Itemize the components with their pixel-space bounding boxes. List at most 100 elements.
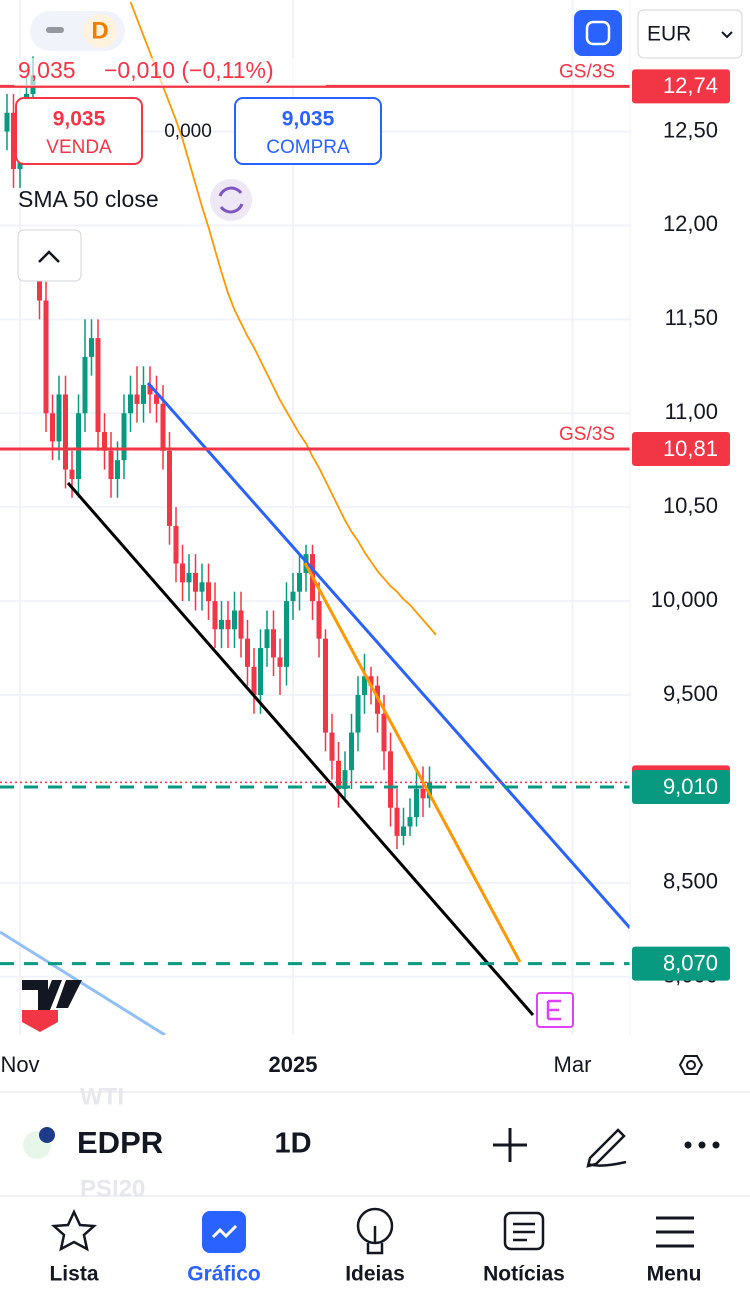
currency-select[interactable] <box>637 9 743 59</box>
candle-body <box>82 356 88 414</box>
price-label-bg <box>632 770 730 805</box>
sell-price: 9,035 <box>53 108 106 131</box>
candle-body <box>394 807 400 836</box>
candle-body <box>414 788 419 818</box>
more-dot[interactable] <box>712 1141 720 1149</box>
y-tick-label: 8,500 <box>663 869 718 894</box>
candle-body <box>43 300 49 414</box>
candle-body <box>89 338 94 357</box>
nav-label[interactable]: Lista <box>49 1263 98 1286</box>
axis-layer: 12,50 12,00 11,50 11,00 10,50 10,000 9,500 8,50… <box>0 0 718 1077</box>
price-change: −0,010 (−0,11%) <box>104 57 274 83</box>
candle-body <box>245 638 250 667</box>
nav-label[interactable]: Gráfico <box>187 1263 261 1286</box>
drawings <box>0 382 630 1035</box>
more-dot[interactable] <box>698 1141 706 1149</box>
candle-body <box>336 760 341 789</box>
tv-logo <box>22 980 82 1010</box>
candle-body <box>381 713 387 752</box>
candle-body <box>11 112 16 170</box>
trend-line <box>303 562 522 963</box>
reload-icon <box>218 186 244 214</box>
candle-body <box>147 385 153 395</box>
x-tick-label: Mar <box>554 1052 592 1077</box>
draw-icon[interactable] <box>586 1128 627 1168</box>
y-tick-label: 11,00 <box>665 399 718 424</box>
chevron-down <box>721 31 733 39</box>
nav-icon-noticias[interactable] <box>503 1211 545 1251</box>
header-bg <box>14 58 326 86</box>
candle-body <box>167 450 172 526</box>
candle-body <box>180 563 185 583</box>
candle-body <box>401 826 406 836</box>
nav-icon-bulb <box>366 1226 384 1255</box>
sell-button[interactable] <box>15 97 143 165</box>
nav-label[interactable]: Notícias <box>483 1263 565 1286</box>
price-label: 9,010 <box>663 774 718 799</box>
candle-body <box>297 572 302 592</box>
candle-body <box>76 413 81 479</box>
candle-body <box>63 394 68 470</box>
price-label-bg <box>632 431 730 466</box>
trend-line <box>146 382 630 929</box>
price-line-tag: GS/3S <box>559 424 615 445</box>
candle-body <box>4 112 10 132</box>
buy-button[interactable] <box>234 97 382 165</box>
candle-body <box>362 676 367 696</box>
buy-label: COMPRA <box>266 137 350 158</box>
x-tick-label: Nov <box>0 1052 39 1077</box>
nav-label[interactable]: Ideias <box>345 1263 405 1286</box>
candle-body <box>50 413 55 442</box>
layout-icon <box>585 20 611 46</box>
chart-interval[interactable]: 1D <box>274 1128 311 1160</box>
trend-line <box>0 930 166 1035</box>
candle-body <box>290 591 296 602</box>
candle-body <box>238 610 244 639</box>
y-tick-label: 9,500 <box>663 681 718 706</box>
candle-body <box>154 394 159 404</box>
price-label: 8,070 <box>663 950 718 975</box>
candle-body <box>388 751 393 808</box>
currency: EUR <box>647 23 691 46</box>
last-price: 9,035 <box>18 57 76 83</box>
candle-body <box>95 338 101 433</box>
candle-body <box>232 610 237 630</box>
nav-icon-menu[interactable] <box>656 1216 694 1248</box>
more-dot[interactable] <box>684 1141 692 1149</box>
x-tick-label: 2025 <box>269 1052 318 1077</box>
candle-body <box>355 695 361 733</box>
layout-button[interactable] <box>574 10 622 56</box>
nav-icon-lines <box>513 1222 535 1242</box>
y-tick-label: 11,50 <box>665 305 718 330</box>
nav-label[interactable]: Menu <box>647 1263 702 1286</box>
indicator-reload[interactable] <box>210 179 252 221</box>
candle-body <box>69 469 75 479</box>
candle-body <box>186 572 192 583</box>
candle-body <box>173 525 179 564</box>
price-label: 10,81 <box>663 436 718 461</box>
add-icon[interactable] <box>493 1128 527 1162</box>
candle-body <box>108 450 114 479</box>
candle-body <box>193 572 198 592</box>
nav-icon-lista[interactable] <box>50 1209 98 1252</box>
candle-body <box>225 619 231 630</box>
trend-line <box>66 482 535 1016</box>
candle-body <box>258 648 263 696</box>
buy-price: 9,035 <box>282 108 335 131</box>
price-label: 12,74 <box>663 73 718 98</box>
candle-body <box>349 732 354 771</box>
collapse-button[interactable] <box>17 229 82 282</box>
levels-layer: GS/3S GS/3S <box>0 61 630 966</box>
symbol[interactable]: EDPR <box>77 1125 163 1160</box>
candle-body <box>115 460 120 479</box>
candle-body <box>128 394 133 414</box>
ghost-symbol: PSI20 <box>80 1175 145 1202</box>
sma-line <box>129 1 437 636</box>
candle-body <box>264 629 270 649</box>
candle-body <box>102 432 107 451</box>
chevron-up <box>38 250 60 263</box>
settings-icon[interactable] <box>678 1055 704 1075</box>
